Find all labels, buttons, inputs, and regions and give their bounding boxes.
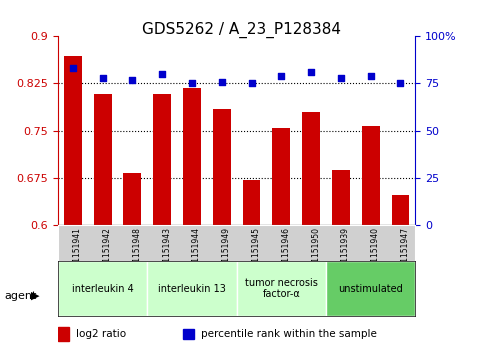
FancyBboxPatch shape xyxy=(147,261,237,316)
Bar xyxy=(302,112,320,225)
Text: log2 ratio: log2 ratio xyxy=(76,329,126,339)
Bar xyxy=(242,180,260,225)
Bar xyxy=(272,127,290,225)
Point xyxy=(337,75,345,81)
Text: interleukin 4: interleukin 4 xyxy=(72,284,133,294)
Point xyxy=(158,71,166,77)
FancyBboxPatch shape xyxy=(58,261,147,316)
Text: interleukin 13: interleukin 13 xyxy=(158,284,226,294)
Text: GSM1151948: GSM1151948 xyxy=(132,227,142,278)
Point xyxy=(99,75,107,81)
Text: ▶: ▶ xyxy=(31,291,40,301)
Text: GSM1151939: GSM1151939 xyxy=(341,227,350,278)
Point xyxy=(367,73,375,79)
Text: GSM1151940: GSM1151940 xyxy=(371,227,380,278)
FancyBboxPatch shape xyxy=(326,261,415,316)
Point xyxy=(188,81,196,86)
Text: GSM1151949: GSM1151949 xyxy=(222,227,231,278)
Text: GSM1151945: GSM1151945 xyxy=(252,227,260,278)
Text: GSM1151944: GSM1151944 xyxy=(192,227,201,278)
Point xyxy=(128,77,136,83)
Text: percentile rank within the sample: percentile rank within the sample xyxy=(201,329,377,339)
Bar xyxy=(64,56,82,225)
Bar xyxy=(94,94,112,225)
Point xyxy=(397,81,404,86)
Text: unstimulated: unstimulated xyxy=(338,284,403,294)
Bar xyxy=(332,170,350,225)
Bar xyxy=(183,88,201,225)
Text: GSM1151943: GSM1151943 xyxy=(162,227,171,278)
Bar xyxy=(362,126,380,225)
Point xyxy=(278,73,285,79)
Text: GSM1151941: GSM1151941 xyxy=(73,227,82,278)
Point xyxy=(248,81,256,86)
Text: agent: agent xyxy=(5,291,37,301)
Point xyxy=(307,69,315,75)
Text: GSM1151946: GSM1151946 xyxy=(282,227,290,278)
Point xyxy=(218,79,226,85)
Bar xyxy=(213,109,231,225)
Text: GSM1151950: GSM1151950 xyxy=(311,227,320,278)
Bar xyxy=(124,173,142,225)
Text: GSM1151947: GSM1151947 xyxy=(400,227,410,278)
Bar xyxy=(153,94,171,225)
Text: tumor necrosis
factor-α: tumor necrosis factor-α xyxy=(245,278,318,299)
Point xyxy=(69,65,77,71)
FancyBboxPatch shape xyxy=(237,261,326,316)
Text: GSM1151942: GSM1151942 xyxy=(103,227,112,278)
Bar xyxy=(58,327,69,341)
Text: GDS5262 / A_23_P128384: GDS5262 / A_23_P128384 xyxy=(142,22,341,38)
Bar xyxy=(392,195,410,225)
Bar xyxy=(183,329,194,339)
